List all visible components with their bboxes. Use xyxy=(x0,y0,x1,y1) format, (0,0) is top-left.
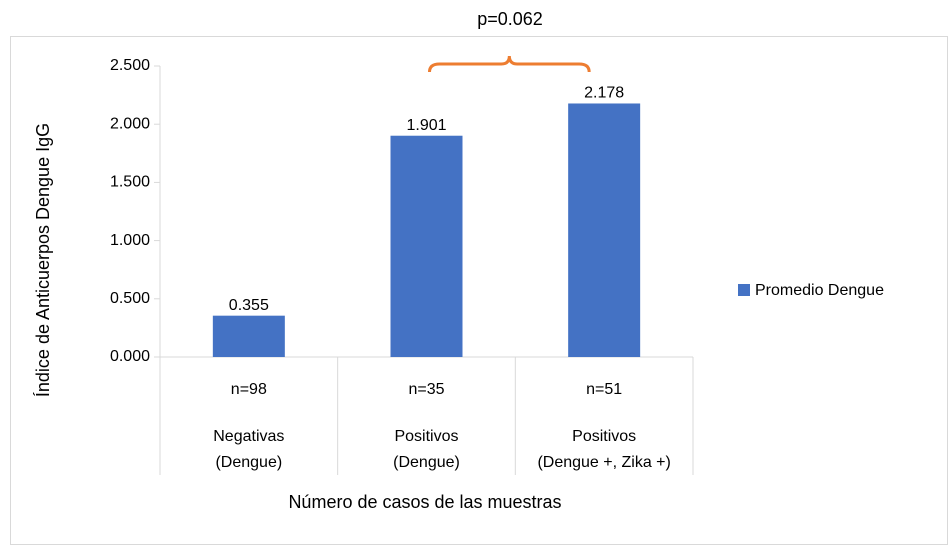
category-group-label: Positivos xyxy=(394,428,458,445)
bar xyxy=(212,315,285,357)
category-group-label: Negativas xyxy=(213,428,284,445)
bar xyxy=(568,103,641,357)
y-tick-label: 1.500 xyxy=(110,174,150,191)
legend-swatch xyxy=(738,284,750,296)
category-group-label: (Dengue) xyxy=(215,454,282,471)
category-group-label: Positivos xyxy=(572,428,636,445)
y-axis-label: Índice de Anticuerpos Dengue IgG xyxy=(33,123,53,397)
data-label: 1.901 xyxy=(406,117,446,134)
x-axis-label: Número de casos de las muestras xyxy=(288,492,561,512)
x-tick-label: n=35 xyxy=(408,381,444,398)
x-tick-label: n=98 xyxy=(231,381,267,398)
annotation: p=0.062 xyxy=(477,9,543,29)
y-tick-label: 2.000 xyxy=(110,115,150,132)
y-tick-label: 0.000 xyxy=(110,348,150,365)
category-group-label: (Dengue) xyxy=(393,454,460,471)
y-tick-label: 2.500 xyxy=(110,57,150,74)
x-tick-label: n=51 xyxy=(586,381,622,398)
bar xyxy=(390,135,463,357)
data-label: 2.178 xyxy=(584,85,624,102)
y-tick-label: 1.000 xyxy=(110,232,150,249)
significance-bracket xyxy=(428,55,591,73)
category-group-label: (Dengue +, Zika +) xyxy=(537,454,670,471)
chart-frame xyxy=(10,36,948,545)
legend-label: Promedio Dengue xyxy=(755,282,884,299)
data-label: 0.355 xyxy=(229,297,269,314)
y-tick-label: 0.500 xyxy=(110,290,150,307)
